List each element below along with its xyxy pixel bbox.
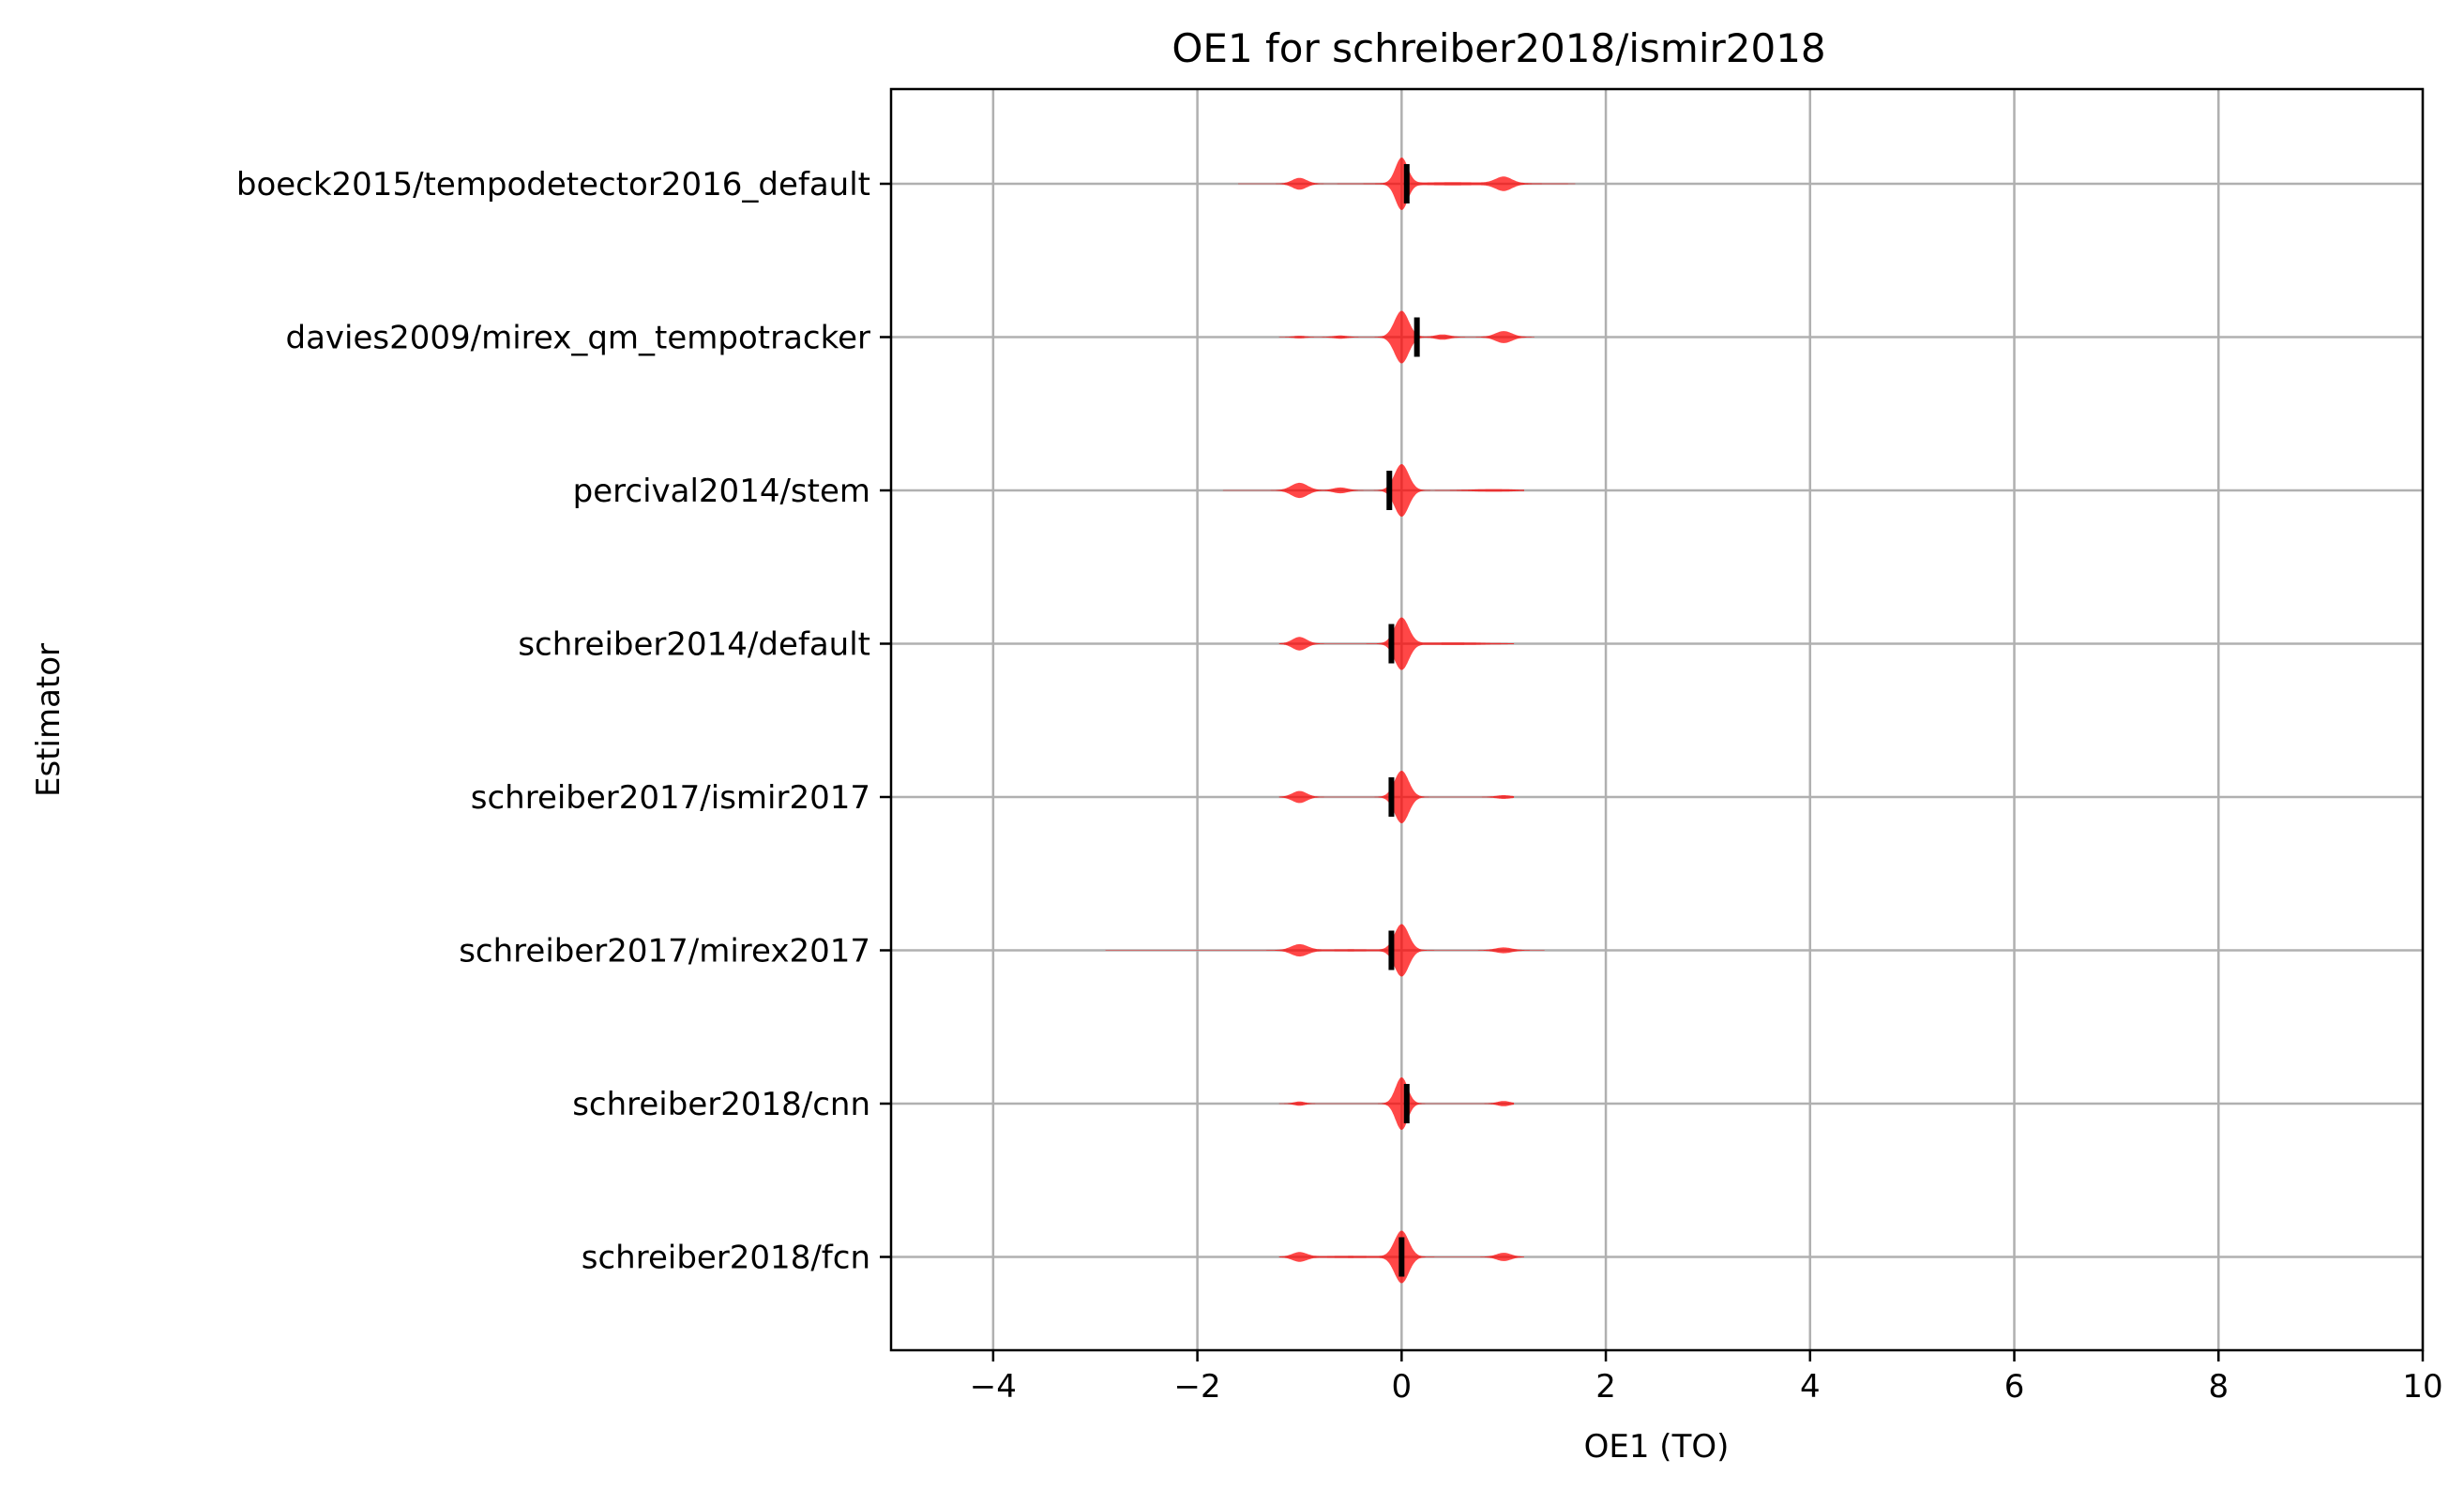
y-axis-title: Estimator xyxy=(30,643,68,797)
x-tick-label: 4 xyxy=(1800,1368,1821,1406)
x-tick-label: 2 xyxy=(1595,1368,1616,1406)
y-tick-label: schreiber2017/ismir2017 xyxy=(471,779,870,817)
x-tick-label: 0 xyxy=(1392,1368,1413,1406)
grid-lines xyxy=(891,89,2425,1350)
y-tick-label: schreiber2018/fcn xyxy=(582,1240,870,1277)
x-tick-label: 8 xyxy=(2208,1368,2229,1406)
y-tick-label: schreiber2017/mirex2017 xyxy=(459,933,870,970)
y-tick-label: schreiber2018/cnn xyxy=(572,1086,870,1123)
x-axis: −4 −2 0 2 4 6 8 10 xyxy=(970,1350,2443,1406)
y-axis: boeck2015/tempodetector2016_defaultdavie… xyxy=(236,166,891,1277)
violin-body xyxy=(1278,1077,1515,1130)
medians xyxy=(1386,164,1420,1277)
violin-body xyxy=(1105,924,1545,977)
violin-body xyxy=(1278,771,1515,823)
y-tick-label: boeck2015/tempodetector2016_default xyxy=(236,166,870,203)
chart-title: OE1 for schreiber2018/ismir2018 xyxy=(1172,25,1825,71)
plot-frame xyxy=(889,87,2425,1352)
x-tick-label: 10 xyxy=(2402,1368,2442,1406)
x-tick-label: −2 xyxy=(1174,1368,1221,1406)
y-tick-label: davies2009/mirex_qm_tempotracker xyxy=(285,320,870,357)
x-tick-label: −4 xyxy=(970,1368,1017,1406)
y-tick-label: schreiber2014/default xyxy=(518,626,870,664)
x-tick-label: 6 xyxy=(2004,1368,2025,1406)
violin-body xyxy=(1278,310,1534,364)
violin-body xyxy=(1278,617,1515,670)
x-axis-title: OE1 (TO) xyxy=(1584,1428,1730,1466)
y-tick-label: percival2014/stem xyxy=(573,473,870,510)
violin-body xyxy=(1222,464,1524,517)
